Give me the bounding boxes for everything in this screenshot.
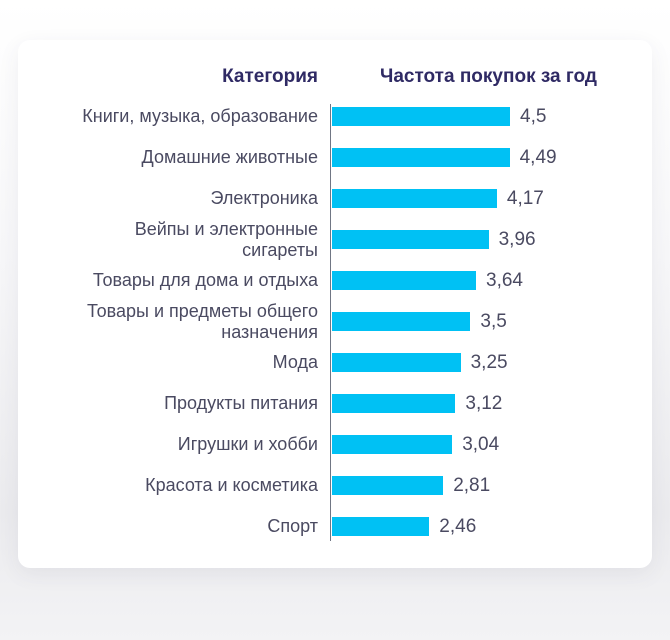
table-row: Товары и предметы общего назначения 3,5 xyxy=(18,301,652,342)
table-row: Книги, музыка, образование 4,5 xyxy=(18,96,652,137)
bar-cell: 2,46 xyxy=(332,516,476,538)
category-label: Красота и косметика xyxy=(145,475,318,495)
bar-cell: 3,64 xyxy=(332,270,523,292)
chart-card: Категория Частота покупок за год Книги, … xyxy=(18,40,652,568)
category-label: Книги, музыка, образование xyxy=(82,106,318,126)
table-row: Товары для дома и отдыха 3,64 xyxy=(18,260,652,301)
bar xyxy=(332,189,497,208)
bar-cell: 3,96 xyxy=(332,229,536,251)
table-row: Электроника 4,17 xyxy=(18,178,652,219)
category-label: Электроника xyxy=(210,188,318,208)
table-row: Мода 3,25 xyxy=(18,342,652,383)
value-label: 3,5 xyxy=(480,310,507,332)
value-label: 2,81 xyxy=(453,474,491,496)
bar xyxy=(332,230,489,249)
table-row: Красота и косметика 2,81 xyxy=(18,465,652,506)
bar xyxy=(332,148,510,167)
table-row: Вейпы и электронные сигареты 3,96 xyxy=(18,219,652,260)
category-label: Продукты питания xyxy=(164,393,318,413)
bar xyxy=(332,312,471,331)
bar-cell: 3,04 xyxy=(332,434,499,456)
table-row: Продукты питания 3,12 xyxy=(18,383,652,424)
bar-cell: 2,81 xyxy=(332,475,490,497)
bar-cell: 4,17 xyxy=(332,188,544,210)
table-row: Спорт 2,46 xyxy=(18,506,652,547)
bar-cell: 4,5 xyxy=(332,106,546,128)
bar-cell: 3,25 xyxy=(332,352,508,374)
bar xyxy=(332,476,444,495)
value-label: 3,96 xyxy=(498,228,536,250)
bar xyxy=(332,107,510,126)
value-label: 4,49 xyxy=(519,146,557,168)
category-label: Игрушки и хобби xyxy=(177,434,318,454)
value-label: 4,5 xyxy=(520,105,547,127)
category-label: Товары для дома и отдыха xyxy=(92,270,318,290)
value-label: 3,04 xyxy=(462,433,500,455)
column-header-value: Частота покупок за год xyxy=(380,66,597,87)
bar-rows: Книги, музыка, образование 4,5 Домашние … xyxy=(18,96,652,547)
bar-cell: 4,49 xyxy=(332,147,557,169)
bar xyxy=(332,271,476,290)
column-header-category: Категория xyxy=(222,66,318,87)
bar-cell: 3,12 xyxy=(332,393,502,415)
value-label: 3,25 xyxy=(470,351,508,373)
bar xyxy=(332,394,456,413)
category-label: Спорт xyxy=(267,516,318,536)
category-label: Мода xyxy=(272,352,318,372)
bar xyxy=(332,353,461,372)
category-label: Вейпы и электронные сигареты xyxy=(134,218,318,260)
value-label: 3,64 xyxy=(486,269,523,291)
category-label: Товары и предметы общего назначения xyxy=(87,300,318,342)
value-label: 3,12 xyxy=(465,392,503,414)
table-row: Домашние животные 4,49 xyxy=(18,137,652,178)
value-label: 4,17 xyxy=(506,187,544,209)
axis-line xyxy=(330,104,331,541)
bar-cell: 3,5 xyxy=(332,311,507,333)
bar xyxy=(332,517,430,536)
category-label: Домашние животные xyxy=(141,147,318,167)
table-row: Игрушки и хобби 3,04 xyxy=(18,424,652,465)
bar xyxy=(332,435,453,454)
chart-column-headers: Категория Частота покупок за год xyxy=(18,66,652,88)
value-label: 2,46 xyxy=(439,515,477,537)
